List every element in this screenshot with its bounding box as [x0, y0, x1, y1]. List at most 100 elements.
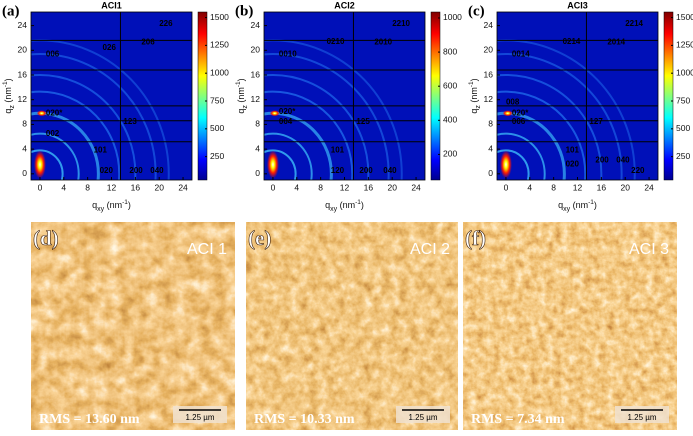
diffraction-ring: [31, 149, 64, 180]
x-tick-label: 4: [61, 182, 66, 192]
peak-label: 0010: [279, 50, 297, 59]
panel-label: (a): [2, 3, 20, 19]
axis-unit: (nm: [104, 200, 122, 210]
specular-spot: [499, 150, 512, 179]
axis-superscript: -1: [355, 199, 361, 206]
y-tick-label: 12: [18, 94, 28, 104]
colorbar: [197, 11, 208, 181]
y-tick-label: 12: [251, 94, 261, 104]
colorbar-tick-label: 600: [443, 80, 457, 90]
x-tick-label: 0: [271, 182, 276, 192]
scattering-image: 006 026 226 206 020* 002 123 101 020 200 040: [31, 12, 192, 180]
axis-subscript: xy: [330, 206, 338, 213]
colorbar-tick-label: 750: [210, 95, 224, 105]
colorbar-tick-label: 500: [676, 123, 690, 133]
y-tick-label: 12: [484, 94, 494, 104]
axis-close: ): [594, 200, 597, 210]
peak-label: 220: [631, 166, 645, 175]
x-tick-label: 16: [597, 182, 607, 192]
rms-label: RMS = 7.34 nm: [471, 412, 565, 427]
y-tick-label: 4: [488, 143, 493, 153]
diffraction-ring: [497, 53, 623, 180]
peak-label: 101: [566, 145, 580, 154]
x-tick-label: 16: [364, 182, 374, 192]
peak-label: 200: [359, 166, 373, 175]
axis-unit: (nm: [3, 87, 13, 105]
afm-panel-label: (f): [465, 226, 486, 250]
diffraction-ring: [497, 132, 546, 180]
axis-close: ): [469, 78, 479, 81]
y-tick-label: 4: [255, 143, 260, 153]
axis-symbol: q: [325, 200, 330, 210]
x-tick-label: 24: [411, 182, 421, 192]
colorbar-tick-label: 1500: [210, 12, 229, 22]
y-tick-label: 16: [484, 69, 494, 79]
x-axis-label: qxy (nm-1): [558, 199, 597, 213]
peak-label: 020*: [512, 108, 529, 117]
diffraction-ring: [31, 53, 157, 180]
peak-label: 2210: [392, 19, 410, 28]
x-tick-label: 4: [527, 182, 532, 192]
peak-spot: [269, 110, 280, 117]
rms-label: RMS = 13.60 nm: [39, 412, 140, 427]
peak-label: 2014: [607, 37, 625, 46]
y-tick-label: 16: [251, 69, 261, 79]
y-axis-label: qz (nm-1): [2, 78, 16, 113]
afm-panel: (f) ACI 3 RMS = 7.34 nm 1.25 µm: [463, 222, 677, 430]
peak-spot: [502, 110, 513, 117]
x-tick-label: 0: [38, 182, 43, 192]
diffraction-ring: [31, 90, 121, 180]
y-tick-label: 0: [22, 168, 27, 178]
y-tick-label: 24: [18, 20, 28, 30]
afm-panel-label: (e): [248, 226, 271, 250]
peak-label: 006: [46, 50, 60, 59]
peak-label: 020*: [279, 107, 296, 116]
panel-title: ACI2: [334, 0, 355, 10]
peak-label: 040: [383, 166, 397, 175]
axis-subscript: z: [475, 105, 482, 109]
peak-label: 020: [566, 160, 580, 169]
afm-image: [463, 222, 677, 430]
afm-image: [31, 222, 235, 430]
colorbar: [663, 11, 674, 181]
y-axis-label: qz (nm-1): [235, 78, 249, 113]
x-tick-label: 24: [178, 182, 188, 192]
y-tick-label: 4: [22, 143, 27, 153]
colorbar-tick-label: 1250: [676, 40, 693, 50]
axis-superscript: -1: [235, 81, 242, 87]
axis-unit: (nm: [469, 87, 479, 105]
diffraction-ring: [264, 53, 390, 180]
afm-panel: (e) ACI 2 RMS = 10.33 nm 1.25 µm: [246, 222, 458, 430]
axis-symbol: q: [558, 200, 563, 210]
axis-subscript: z: [9, 105, 16, 109]
x-axis-label: qxy (nm-1): [92, 199, 131, 213]
panel-label: (b): [235, 3, 253, 19]
axis-close: ): [3, 78, 13, 81]
y-tick-label: 24: [484, 20, 494, 30]
peak-label: 020: [100, 166, 114, 175]
y-tick-label: 8: [22, 119, 27, 129]
colorbar-tick-label: 750: [676, 95, 690, 105]
axis-symbol: q: [92, 200, 97, 210]
afm-panel: (d) ACI 1 RMS = 13.60 nm 1.25 µm: [31, 222, 235, 430]
peak-label: 120: [331, 166, 345, 175]
x-tick-label: 8: [551, 182, 556, 192]
afm-sample-name: ACI 3: [629, 241, 669, 258]
peak-label: 026: [103, 43, 117, 52]
x-tick-label: 8: [85, 182, 90, 192]
colorbar-tick-label: 200: [443, 149, 457, 159]
colorbar-tick-label: 250: [676, 151, 690, 161]
scale-bar-label: 1.25 µm: [627, 413, 656, 422]
peak-label: 123: [123, 117, 137, 126]
diffraction-ring: [31, 74, 137, 180]
axis-unit: (nm: [570, 200, 588, 210]
y-tick-label: 24: [251, 20, 261, 30]
diffraction-ring: [264, 149, 297, 180]
y-tick-label: 20: [18, 45, 28, 55]
diffraction-ring: [264, 132, 313, 180]
diffraction-ring: [264, 90, 354, 180]
diffraction-ring: [497, 149, 530, 180]
axis-unit: (nm: [337, 200, 355, 210]
